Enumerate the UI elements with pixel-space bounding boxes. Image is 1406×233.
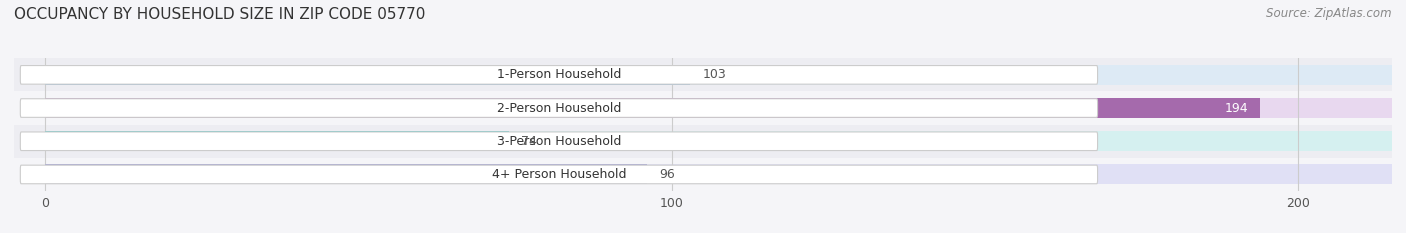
FancyBboxPatch shape [20, 99, 1098, 117]
Bar [45, 98, 1260, 118]
Text: Source: ZipAtlas.com: Source: ZipAtlas.com [1267, 7, 1392, 20]
Bar [45, 131, 1392, 151]
Text: 96: 96 [659, 168, 675, 181]
Bar [45, 65, 690, 85]
Bar [14, 58, 1392, 92]
Text: 1-Person Household: 1-Person Household [496, 68, 621, 81]
Text: OCCUPANCY BY HOUSEHOLD SIZE IN ZIP CODE 05770: OCCUPANCY BY HOUSEHOLD SIZE IN ZIP CODE … [14, 7, 426, 22]
Bar [14, 92, 1392, 125]
FancyBboxPatch shape [20, 65, 1098, 84]
Bar [45, 65, 1392, 85]
Text: 194: 194 [1225, 102, 1249, 115]
Text: 4+ Person Household: 4+ Person Household [492, 168, 626, 181]
Text: 74: 74 [522, 135, 537, 148]
Bar [45, 164, 647, 185]
Bar [14, 125, 1392, 158]
Bar [45, 164, 1392, 185]
Text: 103: 103 [703, 68, 727, 81]
FancyBboxPatch shape [20, 165, 1098, 184]
Text: 3-Person Household: 3-Person Household [496, 135, 621, 148]
Bar [45, 131, 509, 151]
Text: 2-Person Household: 2-Person Household [496, 102, 621, 115]
FancyBboxPatch shape [20, 132, 1098, 151]
Bar [14, 158, 1392, 191]
Bar [45, 98, 1392, 118]
